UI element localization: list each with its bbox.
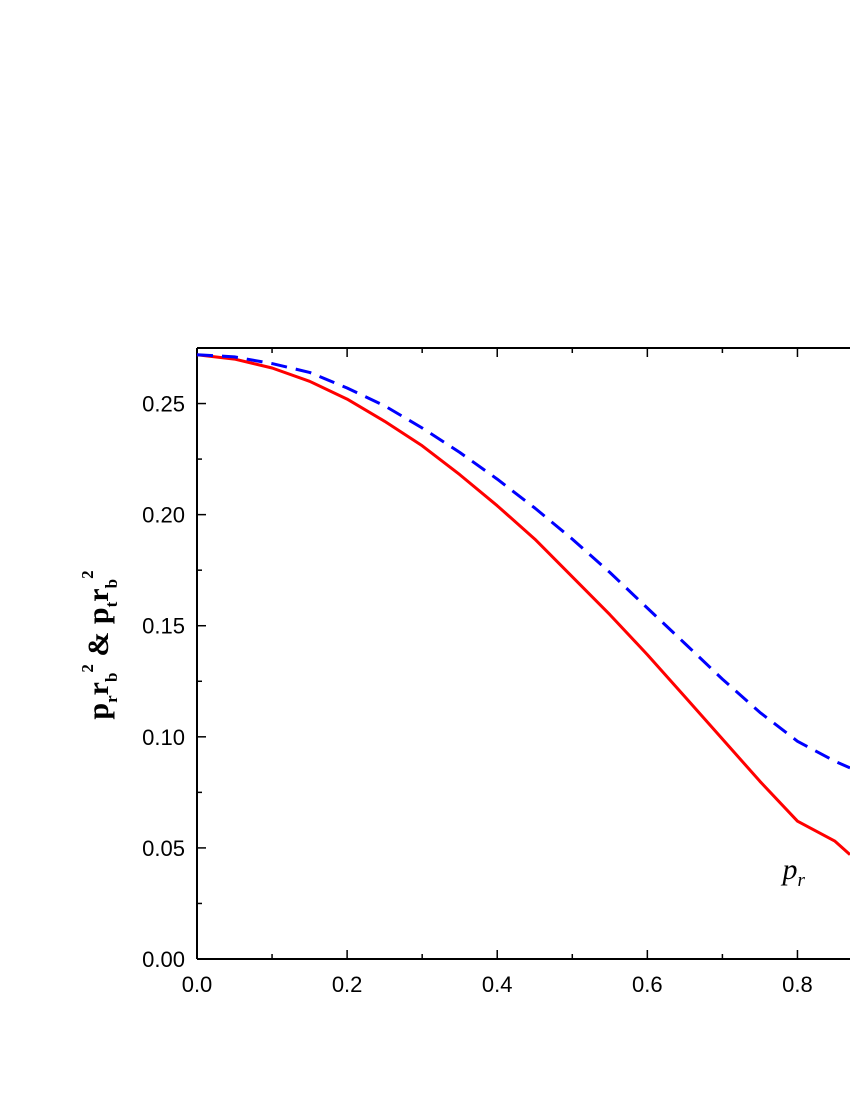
y-tick-label: 0.10 — [142, 725, 185, 750]
series-line-blue — [196, 353, 850, 770]
y-tick-label: 0.20 — [142, 503, 185, 528]
plot-frame — [196, 347, 850, 960]
curve-label: pr — [780, 853, 805, 891]
y-tick-label: 0.15 — [142, 614, 185, 639]
y-tick-label: 0.05 — [142, 836, 185, 861]
series-line-red — [196, 353, 850, 856]
x-tick-label: 0.6 — [632, 972, 663, 997]
x-tick-label: 0.0 — [182, 972, 213, 997]
y-tick-label: 0.00 — [142, 947, 185, 972]
x-tick-label: 0.8 — [782, 972, 813, 997]
y-tick-label: 0.25 — [142, 392, 185, 417]
x-tick-label: 0.2 — [332, 972, 363, 997]
series-layer — [196, 353, 850, 856]
x-tick-label: 0.4 — [482, 972, 513, 997]
axis-tick-labels: 0.0 0.2 0.4 0.6 0.8 0.00 0.05 0.10 0.15 0.20 0.25 — [142, 392, 813, 997]
axis-ticks — [196, 347, 799, 960]
annotation-layer: pr — [780, 853, 805, 891]
y-axis-title: prrb2 & ptrb2 — [78, 570, 121, 719]
